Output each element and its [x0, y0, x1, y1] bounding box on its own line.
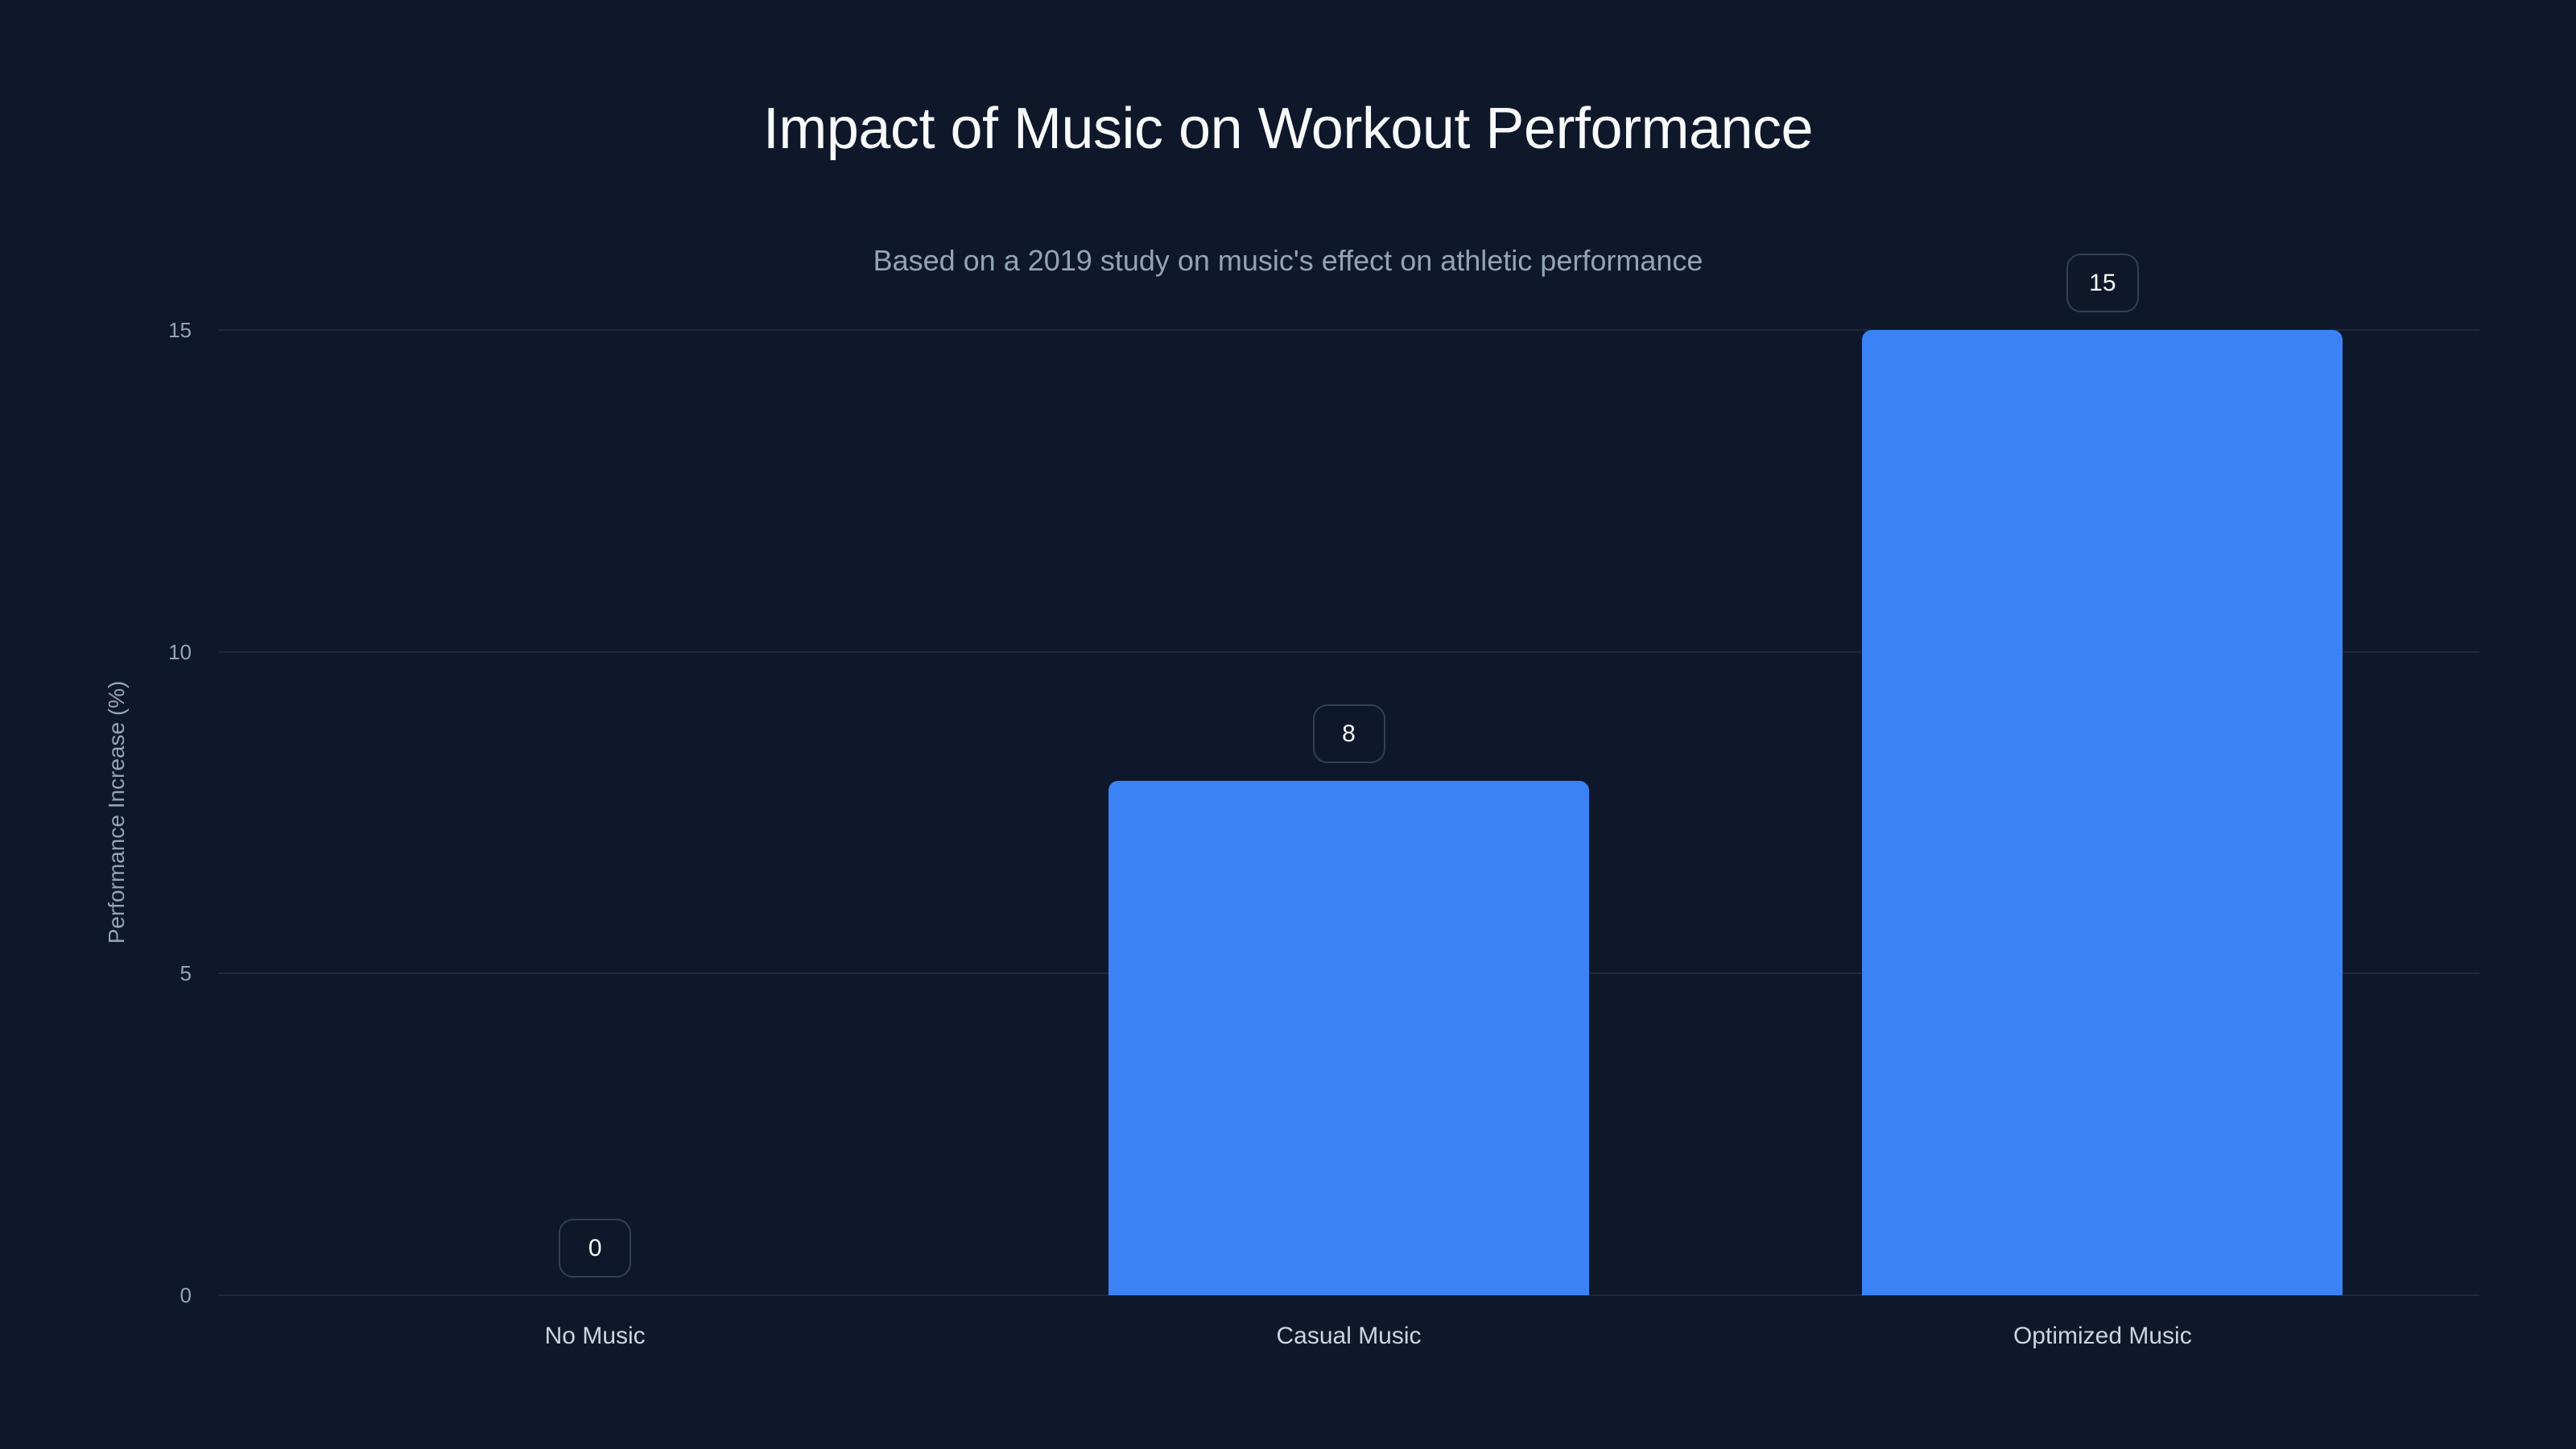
plot-area	[218, 329, 2479, 1296]
value-badge: 0	[559, 1219, 632, 1278]
bar-casual-music	[1108, 780, 1589, 1295]
x-category-label: No Music	[544, 1323, 646, 1349]
x-category-label: Casual Music	[1276, 1323, 1422, 1349]
chart-subtitle: Based on a 2019 study on music's effect …	[873, 244, 1703, 277]
gridline	[218, 650, 2479, 653]
y-axis-title: Performance Increase (%)	[104, 680, 129, 944]
x-category-label: Optimized Music	[2013, 1323, 2192, 1349]
bar-optimized-music	[1862, 330, 2343, 1295]
gridline	[218, 329, 2479, 331]
chart-title: Impact of Music on Workout Performance	[762, 97, 1814, 161]
y-tick-label: 0	[180, 1283, 192, 1307]
value-badge: 8	[1312, 704, 1385, 763]
gridline	[218, 1294, 2479, 1296]
y-tick-label: 15	[168, 318, 192, 342]
value-badge: 15	[2066, 254, 2139, 312]
y-tick-label: 5	[180, 961, 192, 986]
y-tick-label: 10	[168, 639, 192, 664]
